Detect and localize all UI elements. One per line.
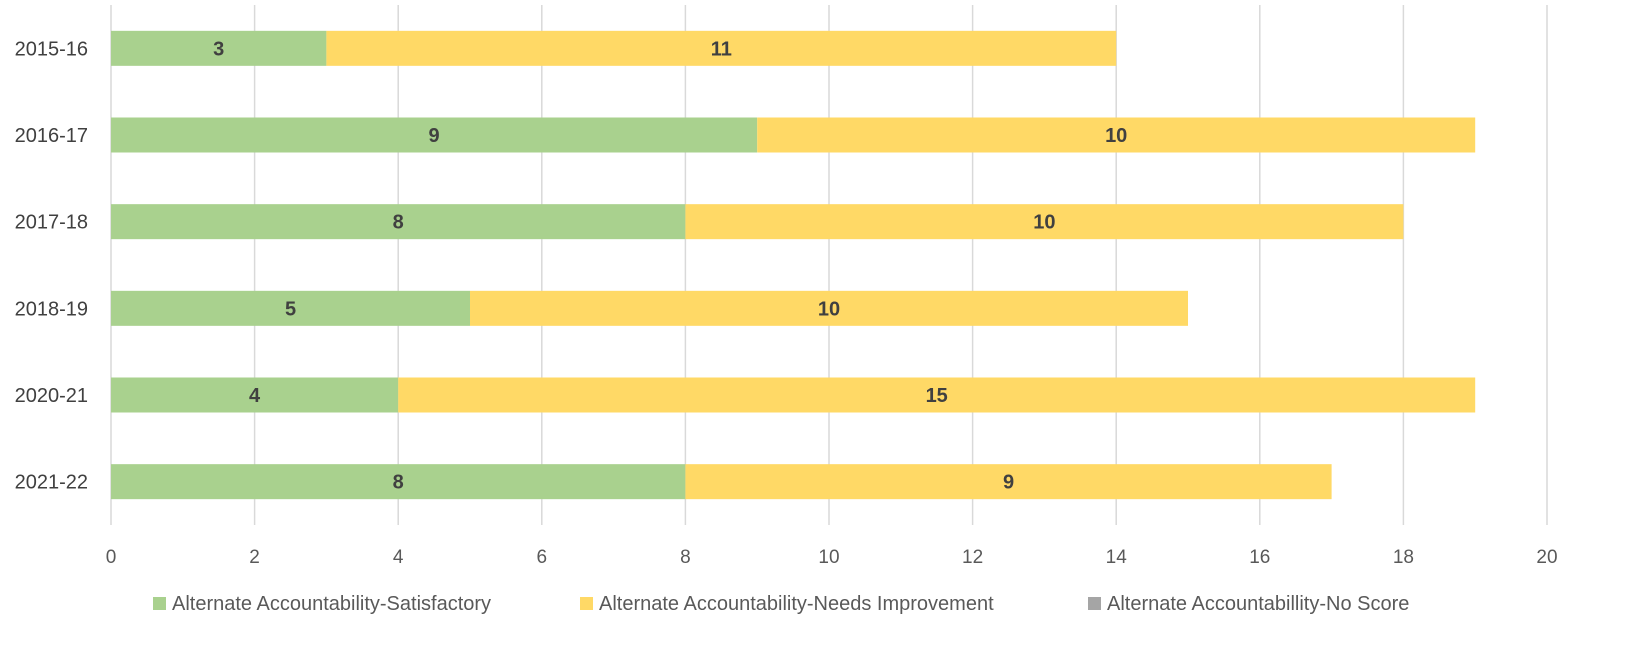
value-axis: 0 2 4 6 8 10 12 14 16 18 20 bbox=[106, 547, 1558, 568]
data-label: 8 bbox=[393, 212, 404, 234]
category-label: 2016-17 bbox=[15, 125, 88, 147]
data-label: 11 bbox=[711, 38, 732, 60]
bar-segment bbox=[470, 290, 1188, 326]
legend-label: Alternate Accountabillity-No Score bbox=[1107, 593, 1409, 615]
category-label: 2017-18 bbox=[15, 212, 88, 234]
bar-segment bbox=[111, 117, 758, 153]
category-label: 2015-16 bbox=[15, 38, 88, 60]
x-tick-label: 8 bbox=[680, 547, 691, 568]
x-tick-label: 2 bbox=[249, 547, 260, 568]
x-tick-label: 10 bbox=[818, 547, 839, 568]
category-axis: 2015-16 2016-17 2017-18 2018-19 2020-21 2021-… bbox=[15, 38, 88, 493]
category-label: 2018-19 bbox=[15, 298, 88, 320]
bar-segment bbox=[111, 464, 686, 500]
x-tick-label: 16 bbox=[1249, 547, 1270, 568]
bar-segment bbox=[111, 377, 399, 413]
x-tick-label: 18 bbox=[1393, 547, 1414, 568]
bar-segment bbox=[398, 377, 1476, 413]
bar-segment bbox=[685, 464, 1332, 500]
data-label: 8 bbox=[393, 472, 404, 494]
x-tick-label: 4 bbox=[393, 547, 404, 568]
bar-segment bbox=[111, 204, 686, 240]
legend-swatch bbox=[153, 597, 166, 610]
legend-label: Alternate Accountability-Needs Improveme… bbox=[599, 593, 994, 615]
category-label: 2021-22 bbox=[15, 472, 88, 494]
data-label: 5 bbox=[285, 298, 296, 320]
bar-segment bbox=[111, 30, 327, 66]
x-tick-label: 12 bbox=[962, 547, 983, 568]
bars bbox=[111, 30, 1476, 500]
x-tick-label: 6 bbox=[537, 547, 548, 568]
legend: Alternate Accountability-Satisfactory Alt… bbox=[153, 593, 1409, 615]
data-label: 10 bbox=[1105, 125, 1127, 147]
data-label: 3 bbox=[213, 38, 224, 60]
bar-segment bbox=[685, 204, 1404, 240]
legend-label: Alternate Accountability-Satisfactory bbox=[172, 593, 491, 615]
data-label: 4 bbox=[249, 385, 261, 407]
bar-segment bbox=[757, 117, 1476, 153]
data-label: 9 bbox=[429, 125, 440, 147]
x-tick-label: 20 bbox=[1536, 547, 1557, 568]
x-tick-label: 0 bbox=[106, 547, 117, 568]
bar-segment bbox=[326, 30, 1117, 66]
bar-segment bbox=[111, 290, 470, 326]
data-label: 15 bbox=[926, 385, 948, 407]
legend-swatch bbox=[580, 597, 593, 610]
gridlines bbox=[110, 5, 1548, 525]
category-label: 2020-21 bbox=[15, 385, 88, 407]
data-label: 10 bbox=[1033, 212, 1055, 234]
x-tick-label: 14 bbox=[1106, 547, 1128, 568]
data-labels: 3 11 9 10 8 10 5 10 4 15 8 9 bbox=[213, 38, 1127, 493]
legend-swatch bbox=[1088, 597, 1101, 610]
data-label: 10 bbox=[818, 298, 840, 320]
data-label: 9 bbox=[1003, 472, 1014, 494]
